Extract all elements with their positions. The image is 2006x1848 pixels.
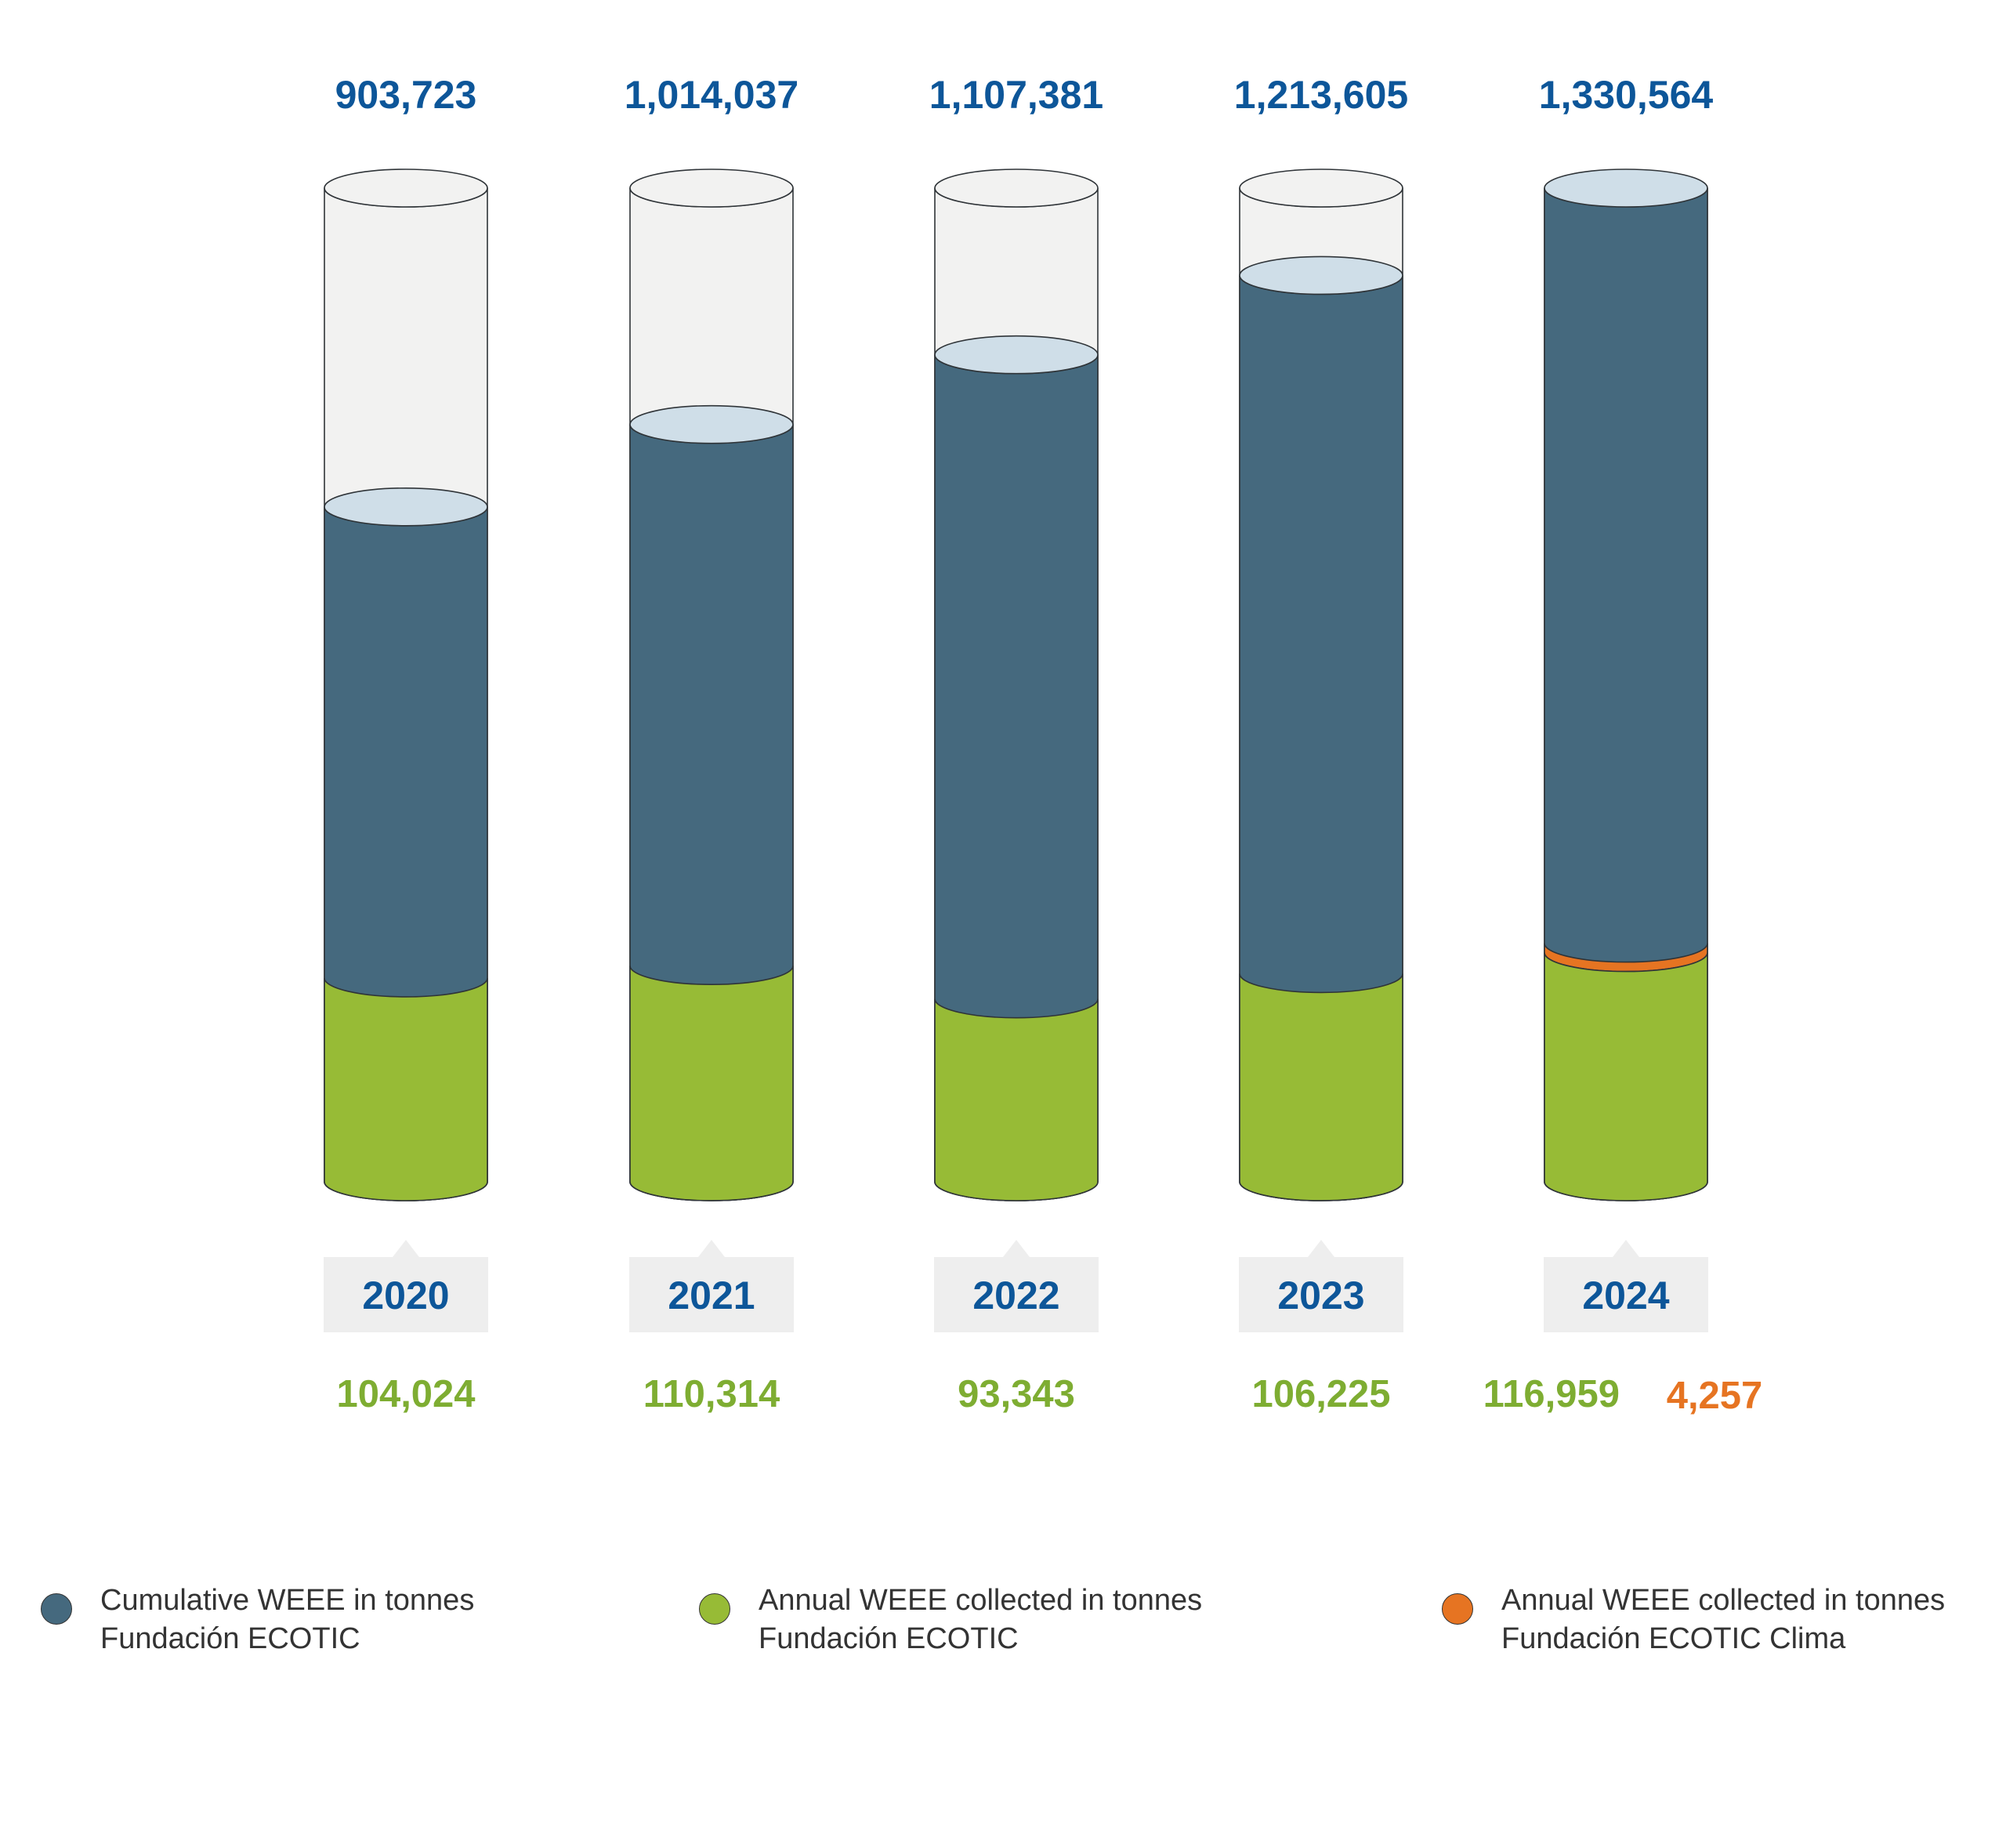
- annual-segment-2023: [1239, 973, 1403, 1201]
- legend-swatch-cumulative-icon: [41, 1593, 72, 1625]
- total-value-2023: 1,213,605: [1234, 73, 1408, 117]
- total-value-2024: 1,330,564: [1539, 73, 1714, 117]
- year-label-2021: 2021: [668, 1274, 755, 1317]
- legend-swatch-clima-icon: [1442, 1593, 1473, 1625]
- legend-swatch-annual-icon: [699, 1593, 730, 1625]
- year-label-2022: 2022: [972, 1274, 1059, 1317]
- year-tab-2023: [1239, 1240, 1403, 1332]
- legend-label-clima: Annual WEEE collected in tonnes Fundació…: [1501, 1582, 1945, 1658]
- legend-label-cumulative-line2: Fundación ECOTIC: [100, 1622, 360, 1655]
- legend-label-annual-line2: Fundación ECOTIC: [759, 1622, 1019, 1655]
- legend-label-cumulative: Cumulative WEEE in tonnes Fundación ECOT…: [100, 1582, 474, 1658]
- annual-value-2023: 106,225: [1251, 1373, 1390, 1415]
- year-tab-2024: [1544, 1240, 1708, 1332]
- cumulative-surface-2021: [629, 404, 794, 444]
- year-label-2024: 2024: [1582, 1274, 1669, 1317]
- legend-label-clima-line2: Fundación ECOTIC Clima: [1501, 1622, 1846, 1655]
- year-tab-2020: [324, 1240, 488, 1332]
- year-label-2020: 2020: [362, 1274, 449, 1317]
- cumulative-surface-2024: [1544, 168, 1708, 208]
- legend-label-cumulative-line1: Cumulative WEEE in tonnes: [100, 1584, 475, 1617]
- year-label-2023: 2023: [1277, 1274, 1364, 1317]
- chart-legend: Cumulative WEEE in tonnes Fundación ECOT…: [0, 1582, 2006, 1691]
- cylinder-rim-2023: [1239, 168, 1403, 208]
- annual-value-2022: 93,343: [958, 1373, 1075, 1415]
- annual-segment-2022: [934, 998, 1099, 1201]
- legend-label-annual-line1: Annual WEEE collected in tonnes: [759, 1584, 1203, 1617]
- cumulative-surface-2022: [934, 335, 1099, 375]
- cumulative-surface-2023: [1239, 255, 1403, 295]
- total-value-2022: 1,107,381: [929, 73, 1103, 117]
- year-tab-2021: [629, 1240, 794, 1332]
- annual-value-2021: 110,314: [643, 1373, 780, 1415]
- total-value-2021: 1,014,037: [625, 73, 798, 117]
- total-value-2020: 903,723: [335, 73, 477, 117]
- annual-segment-2024: [1544, 952, 1708, 1201]
- annual-segment-2020: [324, 977, 488, 1201]
- cylinder-rim-2020: [324, 168, 488, 208]
- clima-value-2024: 4,257: [1667, 1375, 1763, 1417]
- legend-label-clima-line1: Annual WEEE collected in tonnes: [1501, 1584, 1946, 1617]
- year-tab-2022: [934, 1240, 1099, 1332]
- annual-value-2020: 104,024: [336, 1373, 475, 1415]
- annual-value-2024: 116,959: [1483, 1373, 1620, 1415]
- legend-label-annual: Annual WEEE collected in tonnes Fundació…: [759, 1582, 1202, 1658]
- cumulative-surface-2020: [324, 487, 488, 527]
- cylinder-rim-2022: [934, 168, 1099, 208]
- annual-segment-2021: [629, 966, 794, 1201]
- cylinder-rim-2021: [629, 168, 794, 208]
